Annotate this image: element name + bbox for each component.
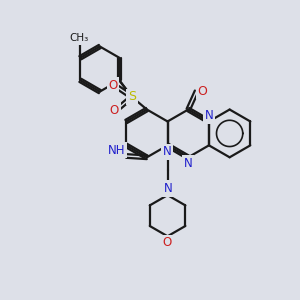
Text: O: O — [198, 85, 208, 98]
Text: NH: NH — [108, 143, 126, 157]
Text: CH₃: CH₃ — [70, 33, 89, 43]
Text: O: O — [108, 79, 118, 92]
Text: N: N — [205, 109, 213, 122]
Text: N: N — [184, 157, 193, 170]
Text: N: N — [164, 182, 172, 195]
Text: O: O — [110, 104, 119, 117]
Text: N: N — [163, 146, 171, 158]
Text: O: O — [162, 236, 172, 249]
Text: S: S — [128, 90, 136, 104]
